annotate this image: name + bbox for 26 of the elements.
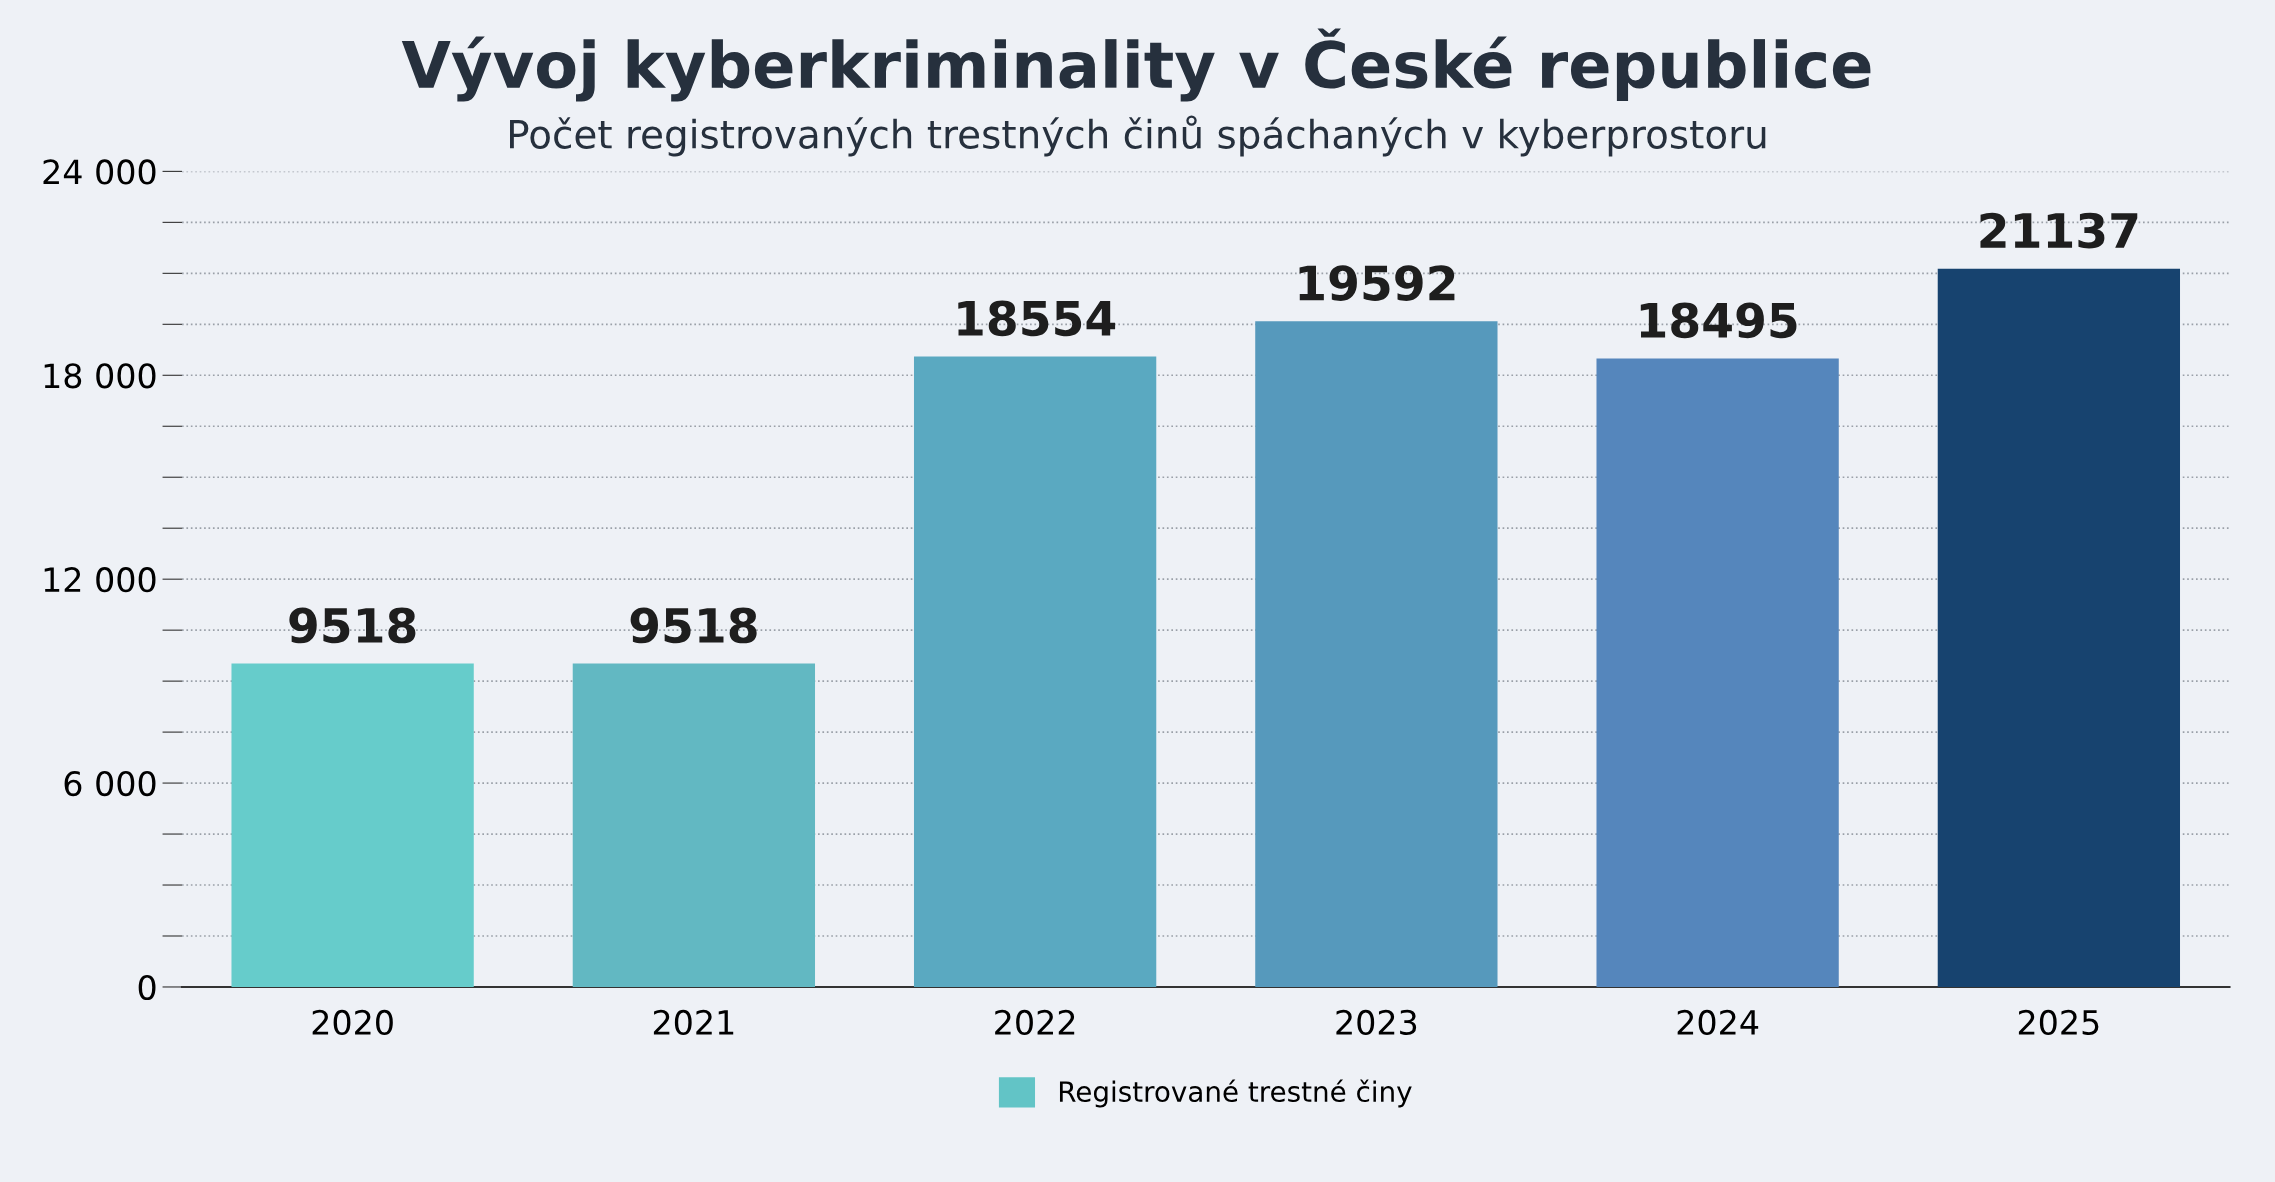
bar — [913, 356, 1157, 987]
data-label: 9518 — [630, 607, 757, 644]
bar — [231, 663, 474, 987]
x-tick-label: 2023 — [1336, 1009, 1417, 1035]
data-label: 9518 — [289, 607, 416, 644]
bar — [572, 663, 816, 987]
chart-subtitle: Počet registrovaných trestných činů spáchaných v kyberprostoru — [510, 115, 1766, 157]
x-tick-label: 2022 — [995, 1009, 1075, 1035]
x-tick-label: 2020 — [312, 1009, 393, 1035]
data-label: 18554 — [958, 300, 1116, 337]
data-label: 18495 — [1640, 302, 1797, 339]
bar — [1596, 358, 1839, 987]
y-tick-label: 6 000 — [64, 771, 156, 797]
y-tick-label: 24 000 — [43, 159, 156, 185]
data-label: 21137 — [1980, 212, 2138, 249]
chart-title: Vývoj kyberkriminality v České republice — [401, 28, 1871, 102]
x-tick-label: 2024 — [1677, 1009, 1759, 1035]
y-tick-label: 18 000 — [44, 363, 156, 389]
bar — [1937, 268, 2181, 987]
bar — [1255, 321, 1498, 987]
x-tick-label: 2021 — [653, 1009, 734, 1035]
y-tick-label: 0 — [138, 974, 156, 1001]
x-tick-label: 2025 — [2018, 1009, 2099, 1035]
data-label: 19592 — [1299, 265, 1455, 301]
y-tick-label: 12 000 — [44, 567, 156, 593]
legend-label: Registrované trestné činy — [1059, 1079, 1412, 1108]
